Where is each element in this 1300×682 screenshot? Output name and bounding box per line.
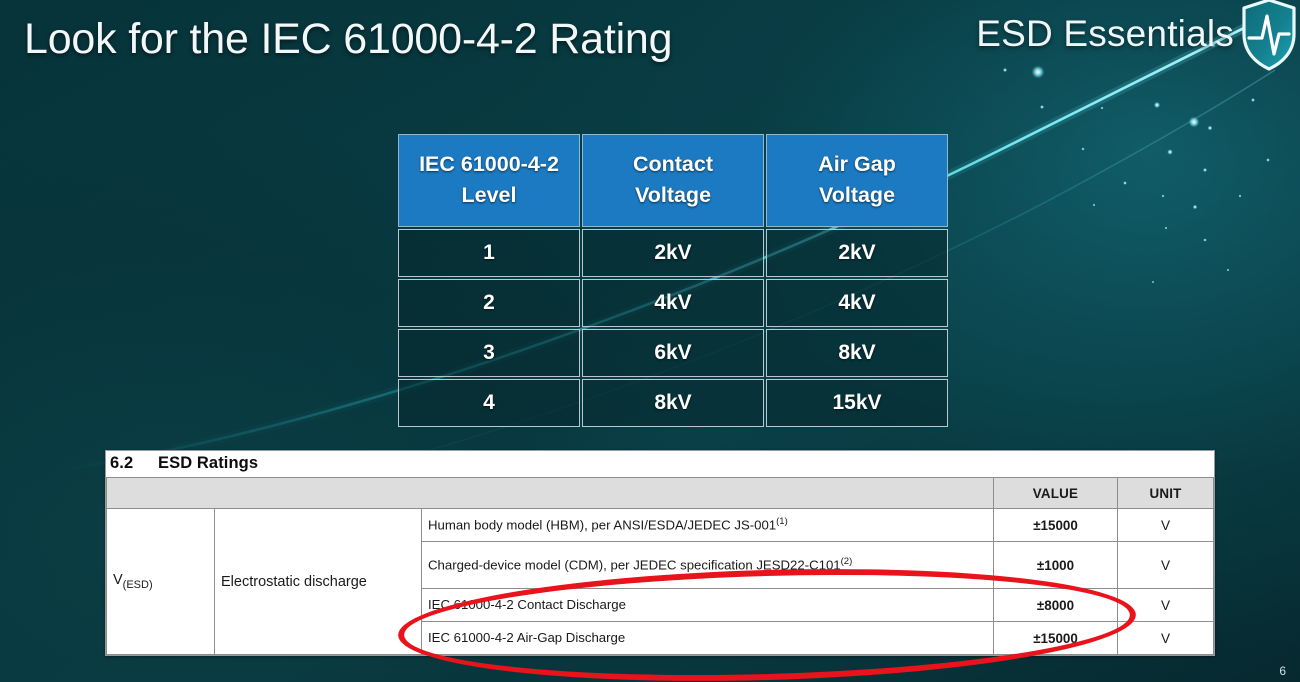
iec-cell-airgap: 8kV [766, 329, 948, 378]
datasheet-value: ±15000 [993, 508, 1118, 542]
iec-cell-level: 1 [398, 229, 580, 278]
datasheet-symbol: V(ESD) [106, 508, 215, 655]
description-text: Human body model (HBM), per ANSI/ESDA/JE… [428, 517, 777, 533]
datasheet-header-unit: UNIT [1117, 477, 1214, 509]
section-number: 6.2 [110, 454, 134, 472]
datasheet-parameter: Electrostatic discharge [214, 508, 422, 655]
iec-header-contact: Contact Voltage [582, 134, 764, 228]
datasheet-header-row: VALUE UNIT [106, 477, 1214, 509]
table-row: 4 8kV 15kV [398, 379, 948, 428]
iec-cell-level: 2 [398, 279, 580, 328]
slide-title: Look for the IEC 61000-4-2 Rating [24, 15, 673, 63]
esd-ratings-table: VALUE UNIT V(ESD) Electrostatic discharg… [106, 477, 1214, 655]
table-row: V(ESD) Electrostatic discharge Human bod… [106, 508, 1214, 655]
table-row: Charged-device model (CDM), per JEDEC sp… [107, 541, 1214, 589]
iec-header-level-line1: IEC 61000-4-2 [419, 152, 559, 176]
symbol-base: V [113, 572, 123, 589]
datasheet-unit: V [1117, 621, 1214, 655]
datasheet-value: ±1000 [993, 541, 1118, 589]
iec-cell-level: 4 [398, 379, 580, 428]
datasheet-unit: V [1117, 508, 1214, 542]
iec-header-airgap-line2: Voltage [818, 182, 896, 207]
iec-header-level: IEC 61000-4-2 Level [398, 134, 580, 228]
symbol-subscript: (ESD) [122, 578, 153, 591]
datasheet-description: IEC 61000-4-2 Air-Gap Discharge [421, 621, 994, 655]
iec-level-table: IEC 61000-4-2 Level Contact Voltage Air … [396, 132, 950, 429]
iec-cell-airgap: 2kV [766, 229, 948, 278]
table-row: 1 2kV 2kV [398, 229, 948, 278]
datasheet-value: ±8000 [993, 588, 1118, 622]
shield-heartbeat-icon [1242, 0, 1296, 71]
datasheet-value: ±15000 [993, 621, 1118, 655]
iec-header-contact-line2: Voltage [634, 182, 712, 207]
footnote-marker: (2) [840, 555, 853, 567]
description-text: Charged-device model (CDM), per JEDEC sp… [428, 557, 841, 573]
iec-header-level-line2: Level [461, 182, 517, 207]
datasheet-unit: V [1117, 588, 1214, 622]
section-title: ESD Ratings [158, 454, 259, 472]
iec-table-header-row: IEC 61000-4-2 Level Contact Voltage Air … [398, 134, 948, 228]
brand-title: ESD Essentials [976, 13, 1234, 54]
table-row: IEC 61000-4-2 Contact Discharge ±8000 V [107, 588, 1214, 622]
iec-cell-contact: 2kV [582, 229, 764, 278]
datasheet-description: IEC 61000-4-2 Contact Discharge [421, 588, 994, 622]
iec-cell-contact: 8kV [582, 379, 764, 428]
footnote-marker: (1) [776, 515, 788, 527]
datasheet-excerpt: 6.2 ESD Ratings VALUE UNIT V(ESD) Electro… [105, 450, 1215, 656]
datasheet-header-blank [106, 477, 994, 509]
table-row: IEC 61000-4-2 Air-Gap Discharge ±15000 V [107, 621, 1214, 655]
page-number: 6 [1279, 664, 1286, 678]
iec-header-airgap: Air Gap Voltage [766, 134, 948, 228]
iec-header-contact-line1: Contact [632, 152, 714, 176]
iec-cell-airgap: 15kV [766, 379, 948, 428]
table-row: 2 4kV 4kV [398, 279, 948, 328]
sparkle-particles [1002, 42, 1270, 284]
datasheet-description: Charged-device model (CDM), per JEDEC sp… [421, 541, 994, 589]
table-row: 3 6kV 8kV [398, 329, 948, 378]
datasheet-description: Human body model (HBM), per ANSI/ESDA/JE… [421, 508, 994, 542]
iec-cell-level: 3 [398, 329, 580, 378]
iec-cell-contact: 4kV [582, 279, 764, 328]
datasheet-unit: V [1117, 541, 1214, 589]
iec-cell-contact: 6kV [582, 329, 764, 378]
iec-cell-airgap: 4kV [766, 279, 948, 328]
datasheet-section-heading: 6.2 ESD Ratings [106, 451, 1214, 477]
iec-header-airgap-line1: Air Gap [818, 152, 896, 176]
datasheet-header-value: VALUE [993, 477, 1118, 509]
